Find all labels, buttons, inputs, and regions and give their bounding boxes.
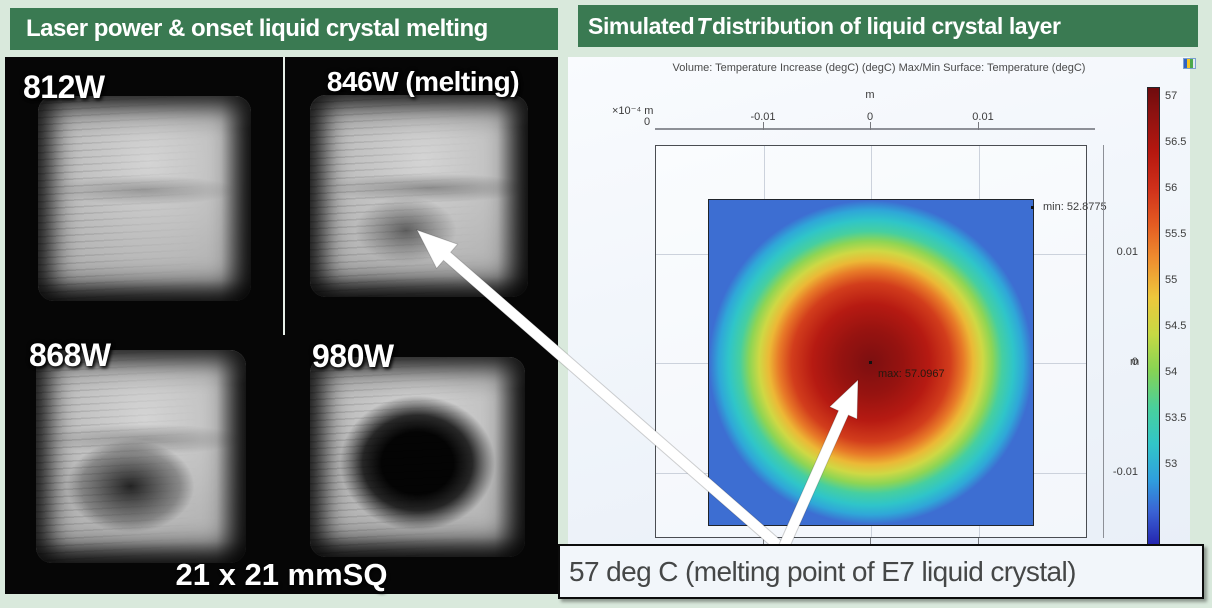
temperature-colorbar — [1147, 87, 1160, 545]
top-tick-neg001: -0.01 — [750, 111, 776, 123]
colorbar-tick-54: 54 — [1165, 366, 1178, 378]
right-panel-title-italic-T: T — [696, 12, 710, 39]
right-axis-unit: m — [1130, 356, 1140, 368]
power-label-846w-melting: 846W (melting) — [326, 66, 520, 97]
top-axis-unit: m — [865, 89, 875, 101]
left-panel-title: Laser power & onset liquid crystal melti… — [10, 8, 558, 50]
melting-spot-868w — [36, 350, 246, 563]
top-axis-tick-mark — [978, 122, 979, 130]
lc-image-846w-melting — [310, 95, 528, 297]
lc-image-980w — [310, 357, 525, 557]
max-point-marker — [869, 361, 872, 364]
min-point-marker — [1031, 206, 1034, 209]
colorbar-tick-56-5: 56.5 — [1165, 136, 1187, 148]
column-divider-line — [283, 57, 285, 335]
streak-texture — [310, 95, 528, 297]
laser-power-image-panel: 812W 846W (melting) 868W 980W 21 x 21 mm… — [5, 57, 558, 594]
streak-texture — [36, 350, 246, 563]
top-axis-tick-mark — [763, 122, 764, 130]
left-panel-title-text: Laser power & onset liquid crystal melti… — [26, 15, 488, 42]
power-label-868w: 868W — [29, 337, 111, 373]
top-axis-line — [655, 128, 1095, 130]
colorbar-tick-54-5: 54.5 — [1165, 320, 1187, 332]
plot-header: Volume: Temperature Increase (degC) (deg… — [672, 62, 1086, 74]
colorbar-tick-55: 55 — [1165, 274, 1178, 286]
right-tick-neg001: -0.01 — [1112, 466, 1138, 478]
streak-texture — [310, 357, 525, 557]
top-tick-0: 0 — [866, 111, 874, 123]
right-panel-title-pre: Simulated — [588, 12, 695, 39]
power-label-980w: 980W — [312, 338, 394, 374]
scale-exponent-label: ×10⁻⁴ m — [612, 105, 654, 117]
power-label-812w: 812W — [23, 69, 105, 105]
colorbar-tick-55-5: 55.5 — [1165, 228, 1187, 240]
bottom-axis-tick-mark — [870, 538, 871, 544]
right-tick-001: 0.01 — [1116, 246, 1138, 258]
streak-texture — [38, 96, 251, 301]
right-axis-line — [1103, 145, 1104, 538]
lc-image-812w-texture — [38, 96, 251, 301]
right-panel-title: Simulated T distribution of liquid cryst… — [578, 5, 1198, 47]
scale-zero-label: 0 — [644, 116, 651, 128]
plot-window-icon — [1183, 58, 1196, 69]
melting-point-annotation: 57 deg C (melting point of E7 liquid cry… — [558, 544, 1204, 599]
right-tick-0: 0 — [1131, 356, 1138, 368]
min-temperature-label: min: 52.8775 — [1043, 201, 1107, 213]
colorbar-tick-57: 57 — [1165, 90, 1178, 102]
colorbar-tick-56: 56 — [1165, 182, 1178, 194]
sample-size-caption: 21 x 21 mmSQ — [175, 557, 388, 592]
colorbar-tick-53: 53 — [1165, 458, 1178, 470]
lc-image-868w — [36, 350, 246, 563]
top-axis-tick-mark — [870, 122, 871, 130]
lc-image-812w — [38, 96, 251, 301]
colorbar-tick-53-5: 53.5 — [1165, 412, 1187, 424]
right-panel-title-post: distribution of liquid crystal layer — [711, 12, 1061, 39]
top-tick-001: 0.01 — [972, 111, 994, 123]
melting-point-annotation-text: 57 deg C (melting point of E7 liquid cry… — [569, 555, 1076, 587]
max-temperature-label: max: 57.0967 — [878, 368, 945, 380]
bottom-axis-tick-mark — [978, 538, 979, 544]
comsol-simulation-panel: Volume: Temperature Increase (degC) (deg… — [568, 57, 1196, 595]
